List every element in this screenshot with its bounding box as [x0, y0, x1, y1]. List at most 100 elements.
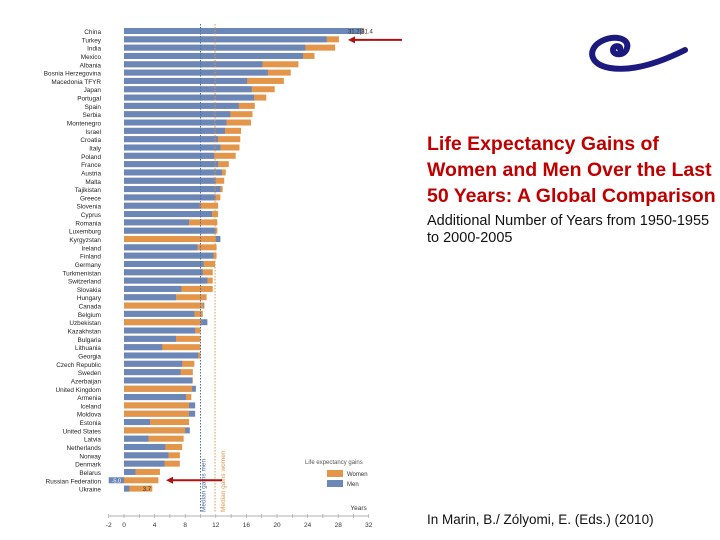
category-label: Israel	[85, 129, 101, 136]
men-bar	[124, 360, 183, 367]
median-men-label: Median gains men	[201, 459, 208, 512]
men-bar	[124, 111, 231, 118]
women-bar	[124, 419, 190, 426]
men-bar	[124, 102, 239, 109]
men-bar	[124, 460, 165, 467]
category-label: Slovakia	[77, 287, 102, 294]
x-tick-label: 16	[243, 522, 251, 529]
men-bar	[124, 202, 200, 209]
slide-text-block: Life Expectancy Gains of Women and Men O…	[427, 131, 717, 247]
men-bar	[124, 468, 136, 475]
category-label: Cyprus	[81, 212, 101, 219]
x-tick-label: 24	[304, 522, 312, 529]
men-bar	[124, 77, 248, 84]
men-bar	[124, 44, 306, 51]
russia-arrow-head	[166, 476, 173, 484]
category-label: United Kingdom	[56, 387, 101, 394]
legend-title: Life expectancy gains	[305, 460, 363, 466]
turkey-arrow-head	[348, 36, 355, 44]
men-bar	[124, 252, 214, 259]
category-label: Czech Republic	[56, 362, 102, 369]
men-bar	[124, 335, 177, 342]
category-label: Turkmenistan	[63, 270, 102, 277]
men-bar	[124, 152, 215, 159]
category-label: Sweden	[78, 370, 102, 377]
category-label: Serbia	[83, 112, 102, 119]
category-label: Uzbekistan	[69, 320, 101, 327]
category-label: Kyrgyzstan	[69, 237, 101, 244]
category-label: Spain	[85, 104, 102, 111]
men-bar	[124, 36, 327, 43]
category-label: China	[84, 29, 101, 36]
x-tick-label: 4	[153, 522, 157, 529]
category-label: Iceland	[80, 403, 101, 410]
men-bar	[124, 136, 219, 143]
men-bar	[124, 310, 195, 317]
men-bar	[124, 94, 255, 101]
category-label: Lithuania	[75, 345, 101, 352]
men-bar	[124, 28, 363, 34]
men-bar	[124, 277, 208, 284]
women-bar	[124, 435, 184, 442]
category-label: Azerbaijan	[71, 378, 102, 385]
men-bar	[124, 327, 196, 334]
category-label: Denmark	[75, 462, 102, 469]
category-label: Armenia	[77, 395, 101, 402]
category-label: Belgium	[78, 312, 101, 319]
women-bar	[124, 485, 153, 492]
category-label: Poland	[81, 154, 101, 161]
category-label: Belarus	[79, 470, 101, 477]
men-bar	[124, 369, 181, 376]
women-bar	[124, 402, 190, 409]
category-label: Estonia	[80, 420, 102, 427]
x-tick-label: 0	[122, 522, 126, 529]
logo	[585, 30, 695, 95]
category-label: Netherlands	[67, 445, 101, 452]
men-bar	[124, 177, 216, 184]
category-label: Latvia	[84, 437, 101, 444]
legend-women-label: Women	[347, 472, 368, 478]
x-tick-label: 8	[183, 522, 187, 529]
legend-men-label: Men	[347, 482, 359, 488]
women-bar	[124, 236, 216, 242]
men-bar	[124, 269, 203, 276]
men-bar	[124, 435, 149, 442]
category-label: Bosnia Herzegovina	[44, 71, 102, 78]
women-bar	[124, 477, 159, 484]
russia-men-label: -5.0	[112, 478, 121, 484]
category-label: Slovenia	[76, 204, 101, 211]
men-bar	[124, 127, 225, 134]
x-tick-label: 32	[365, 522, 373, 529]
category-label: Malta	[85, 179, 101, 186]
women-bar	[124, 410, 190, 417]
category-label: Montenegro	[67, 121, 102, 128]
median-women-label: Median gains women	[220, 450, 227, 512]
category-label: United States	[63, 428, 101, 435]
category-label: Switzerland	[68, 279, 101, 286]
category-label: France	[81, 162, 101, 169]
men-bar	[124, 419, 151, 426]
category-label: Kazakhstan	[68, 329, 102, 336]
x-tick-label: 28	[335, 522, 343, 529]
men-bar	[124, 169, 222, 176]
category-label: Austria	[81, 170, 101, 177]
women-bar	[124, 468, 160, 475]
women-bar	[124, 302, 204, 309]
category-label: Croatia	[80, 137, 101, 144]
men-bar	[124, 144, 221, 151]
x-tick-label: -2	[106, 522, 112, 529]
men-bar	[124, 285, 182, 292]
women-bar	[124, 385, 193, 392]
category-label: Luxemburg	[69, 229, 101, 236]
category-label: Turkey	[82, 37, 102, 44]
x-tick-label: 12	[212, 522, 220, 529]
men-bar	[124, 61, 263, 68]
legend-men-swatch	[327, 480, 343, 487]
category-label: Canada	[79, 304, 102, 311]
men-bar	[124, 211, 212, 218]
men-bar	[124, 352, 199, 359]
legend-women-swatch	[327, 470, 343, 477]
category-label: Norway	[79, 453, 101, 460]
men-bar	[124, 86, 252, 93]
category-label: Tajikistan	[75, 187, 102, 194]
